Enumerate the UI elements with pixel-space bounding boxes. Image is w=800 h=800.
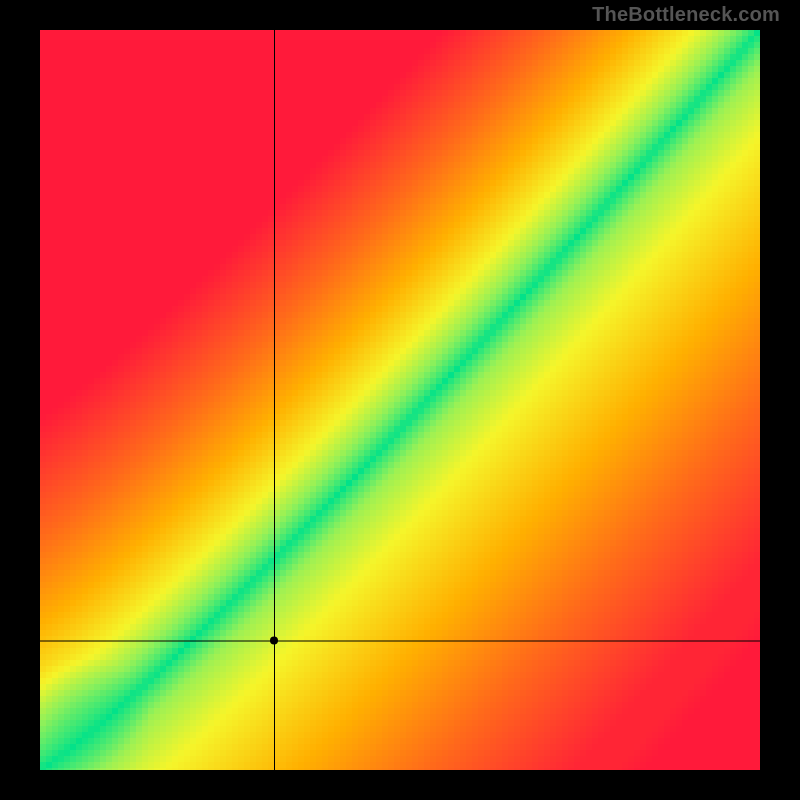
heatmap-plot [40,30,760,770]
crosshair-overlay [40,30,760,770]
watermark-text: TheBottleneck.com [592,4,780,27]
